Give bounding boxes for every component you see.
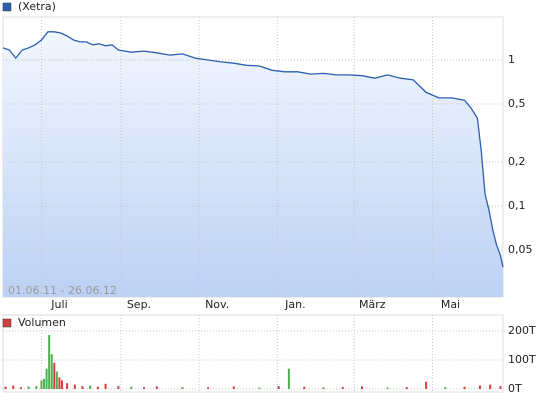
volume-bar bbox=[155, 386, 158, 389]
volume-bar bbox=[4, 386, 7, 389]
volume-bar bbox=[73, 384, 76, 389]
y-tick-label: 0,05 bbox=[508, 243, 533, 256]
volume-bar bbox=[48, 335, 51, 389]
y-tick-label: 0,2 bbox=[508, 155, 526, 168]
price-line bbox=[2, 31, 504, 268]
volume-bar bbox=[117, 386, 120, 389]
legend-label: (Xetra) bbox=[18, 0, 56, 13]
volume-bar bbox=[35, 386, 38, 389]
legend-swatch bbox=[2, 318, 12, 328]
y-tick-label: 0T bbox=[508, 382, 522, 395]
volume-bar bbox=[232, 386, 235, 389]
y-tick-label: 0,5 bbox=[508, 97, 526, 110]
volume-bar bbox=[60, 380, 63, 389]
volume-bar bbox=[258, 387, 261, 389]
x-tick-label: Jan. bbox=[284, 298, 305, 311]
y-tick-label: 0,1 bbox=[508, 199, 526, 212]
y-tick-label: 100T bbox=[508, 353, 536, 366]
volume-bar bbox=[104, 383, 107, 389]
volume-bar bbox=[341, 386, 344, 389]
volume-bar bbox=[444, 387, 447, 389]
x-tick-label: März bbox=[359, 298, 386, 311]
volume-bar bbox=[19, 387, 22, 389]
volume-bar bbox=[81, 386, 84, 389]
volume-bar bbox=[287, 368, 290, 389]
x-tick-label: Mai bbox=[441, 298, 460, 311]
x-tick-label: Juli bbox=[50, 298, 67, 311]
volume-bar bbox=[405, 387, 408, 389]
volume-bar bbox=[40, 380, 43, 389]
volume-bar bbox=[499, 386, 502, 389]
volume-bar bbox=[143, 387, 146, 389]
volume-bar bbox=[489, 384, 492, 389]
y-tick-label: 200T bbox=[508, 324, 536, 337]
volume-bar bbox=[66, 383, 69, 389]
volume-bar bbox=[55, 371, 58, 389]
volume-bar bbox=[27, 386, 30, 389]
x-tick-label: Sep. bbox=[127, 298, 151, 311]
volume-frame bbox=[2, 314, 504, 393]
volume-bar bbox=[425, 381, 428, 389]
legend-swatch bbox=[2, 2, 12, 12]
volume-bar bbox=[478, 385, 481, 389]
volume-bar bbox=[207, 387, 210, 389]
volume-bar bbox=[58, 377, 61, 389]
x-tick-label: Nov. bbox=[205, 298, 229, 311]
volume-bar bbox=[12, 385, 15, 389]
area bbox=[3, 31, 503, 298]
volume-bar bbox=[463, 386, 466, 389]
date-range: 01.06.11 - 26.06.12 bbox=[8, 284, 117, 297]
volume-bar bbox=[303, 386, 306, 389]
volume-bar bbox=[322, 387, 325, 389]
volume-bar bbox=[43, 378, 46, 389]
legend-label: Volumen bbox=[18, 316, 66, 329]
volume-bar bbox=[130, 386, 133, 389]
volume-bar bbox=[53, 362, 56, 389]
volume-bar bbox=[181, 386, 184, 389]
volume-bar bbox=[360, 386, 363, 389]
volume-bar bbox=[386, 387, 389, 389]
y-tick-label: 1 bbox=[508, 53, 515, 66]
volume-bar bbox=[277, 386, 280, 389]
volume-bar bbox=[96, 386, 99, 389]
volume-bar bbox=[89, 385, 92, 389]
volume-bar bbox=[50, 354, 53, 389]
volume-bar bbox=[45, 368, 48, 389]
